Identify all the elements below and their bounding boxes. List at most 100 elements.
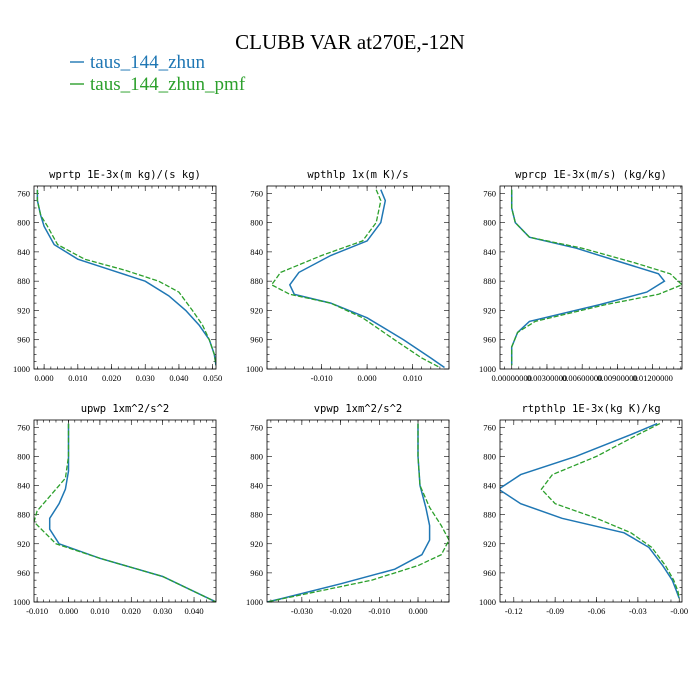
x-tick-label: 0.020 <box>102 373 121 383</box>
series-line-zhun-pmf <box>511 189 682 366</box>
y-tick-label: 960 <box>483 335 496 345</box>
panel-title: upwp 1xm^2/s^2 <box>81 403 170 415</box>
y-tick-label: 800 <box>483 451 496 461</box>
y-tick-label: 800 <box>483 218 496 228</box>
x-tick-label: 0.00600000 <box>562 373 602 383</box>
panel-frame <box>33 185 217 370</box>
x-tick-label: -0.12 <box>505 606 523 616</box>
y-tick-label: 1000 <box>13 597 30 607</box>
x-tick-label: 0.00000000 <box>492 373 532 383</box>
figure-title: CLUBB VAR at270E,-12N <box>235 30 465 54</box>
x-tick-label: 0.000 <box>59 606 78 616</box>
y-tick-label: 920 <box>483 305 496 315</box>
y-tick-label: 960 <box>250 568 263 578</box>
x-tick-label: 0.010 <box>90 606 109 616</box>
panel-1: wprtp 1E-3x(m kg)/(s kg) 760 800 840 880 920 9… <box>13 169 222 383</box>
x-tick-label: -0.010 <box>26 606 48 616</box>
legend: taus_144_zhun taus_144_zhun_pmf <box>70 52 246 95</box>
y-tick-label: 920 <box>483 539 496 549</box>
x-tick-label: -0.010 <box>311 373 333 383</box>
y-tick-label: 800 <box>17 218 30 228</box>
panel-3: wprcp 1E-3x(m/s) (kg/kg) 760 800 840 880 920 9… <box>479 169 683 383</box>
y-tick-label: 1000 <box>13 364 30 374</box>
y-tick-label: 1000 <box>246 597 263 607</box>
x-tick-label: 0.000 <box>35 373 54 383</box>
legend-label-zhun-pmf: taus_144_zhun_pmf <box>90 74 246 95</box>
y-tick-label: 840 <box>17 481 30 491</box>
x-tick-label: 0.00300000 <box>527 373 567 383</box>
x-tick-label: 0.010 <box>68 373 87 383</box>
y-tick-label: 960 <box>17 335 30 345</box>
y-tick-label: 840 <box>250 247 263 257</box>
series-line-zhun <box>267 423 431 602</box>
series-line-zhun <box>500 422 680 599</box>
x-tick-label: 0.020 <box>122 606 141 616</box>
y-tick-label: 760 <box>250 188 263 198</box>
series-line-zhun-pmf <box>34 423 216 602</box>
panel-4: upwp 1xm^2/s^2 760 800 840 880 920 960 1000-0.0… <box>13 403 217 616</box>
y-tick-label: 880 <box>250 510 263 520</box>
y-tick-label: 920 <box>250 305 263 315</box>
y-tick-label: 960 <box>483 568 496 578</box>
x-tick-label: 0.010 <box>403 373 422 383</box>
y-tick-label: 960 <box>250 335 263 345</box>
x-tick-label: 0.000 <box>408 606 427 616</box>
x-tick-label: 0.000 <box>358 373 377 383</box>
y-tick-label: 880 <box>483 510 496 520</box>
x-tick-label: -0.020 <box>330 606 352 616</box>
y-tick-label: 840 <box>483 481 496 491</box>
y-tick-label: 1000 <box>246 364 263 374</box>
y-tick-label: 760 <box>17 422 30 432</box>
series-line-zhun-pmf <box>36 189 216 366</box>
y-tick-label: 1000 <box>479 364 496 374</box>
x-tick-label: 0.040 <box>169 373 188 383</box>
x-tick-label: -0.03 <box>629 606 647 616</box>
x-tick-label: -0.00 <box>670 606 688 616</box>
y-tick-label: 920 <box>250 539 263 549</box>
series-line-zhun-pmf <box>270 189 441 369</box>
x-tick-label: 0.00900000 <box>597 373 637 383</box>
y-tick-label: 920 <box>17 305 30 315</box>
panel-6: rtpthlp 1E-3x(kg K)/kg 760 800 840 880 920 960… <box>479 403 688 616</box>
x-tick-label: -0.030 <box>291 606 313 616</box>
y-tick-label: 880 <box>250 276 263 286</box>
y-tick-label: 880 <box>483 276 496 286</box>
panel-title: rtpthlp 1E-3x(kg K)/kg <box>521 403 660 415</box>
y-tick-label: 760 <box>483 188 496 198</box>
series-line-zhun-pmf <box>267 423 449 602</box>
y-tick-label: 760 <box>483 422 496 432</box>
legend-label-zhun: taus_144_zhun <box>90 52 206 73</box>
panel-title: vpwp 1xm^2/s^2 <box>314 403 403 415</box>
y-tick-label: 800 <box>250 218 263 228</box>
series-line-zhun-pmf <box>540 423 680 599</box>
x-tick-label: -0.06 <box>588 606 606 616</box>
x-tick-label: -0.09 <box>546 606 564 616</box>
panels: wprtp 1E-3x(m kg)/(s kg) 760 800 840 880 920 9… <box>13 169 688 616</box>
panel-frame <box>266 185 450 370</box>
panel-frame <box>266 419 450 603</box>
panel-5: vpwp 1xm^2/s^2 760 800 840 880 920 960 1000 -0.0… <box>246 403 450 616</box>
series-line-zhun <box>36 189 216 366</box>
y-tick-label: 840 <box>483 247 496 257</box>
y-tick-label: 1000 <box>479 597 496 607</box>
panel-title: wpthlp 1x(m K)/s <box>307 169 408 181</box>
y-tick-label: 760 <box>17 188 30 198</box>
panel-title: wprtp 1E-3x(m kg)/(s kg) <box>49 169 201 181</box>
y-tick-label: 880 <box>17 510 30 520</box>
panel-frame <box>499 419 683 603</box>
x-tick-label: 0.030 <box>153 606 172 616</box>
y-tick-label: 920 <box>17 539 30 549</box>
series-line-zhun <box>48 423 216 602</box>
panel-frame <box>499 185 683 370</box>
y-tick-label: 960 <box>17 568 30 578</box>
x-tick-label: -0.010 <box>368 606 390 616</box>
panel-2: wpthlp 1x(m K)/s 760 800 840 880 920 960 1000 -0… <box>246 169 450 383</box>
x-tick-label: 0.030 <box>136 373 155 383</box>
y-tick-label: 840 <box>17 247 30 257</box>
series-line-zhun <box>288 189 445 369</box>
x-tick-label: 0.040 <box>184 606 203 616</box>
y-tick-label: 880 <box>17 276 30 286</box>
x-tick-label: 0.050 <box>203 373 222 383</box>
y-tick-label: 760 <box>250 422 263 432</box>
